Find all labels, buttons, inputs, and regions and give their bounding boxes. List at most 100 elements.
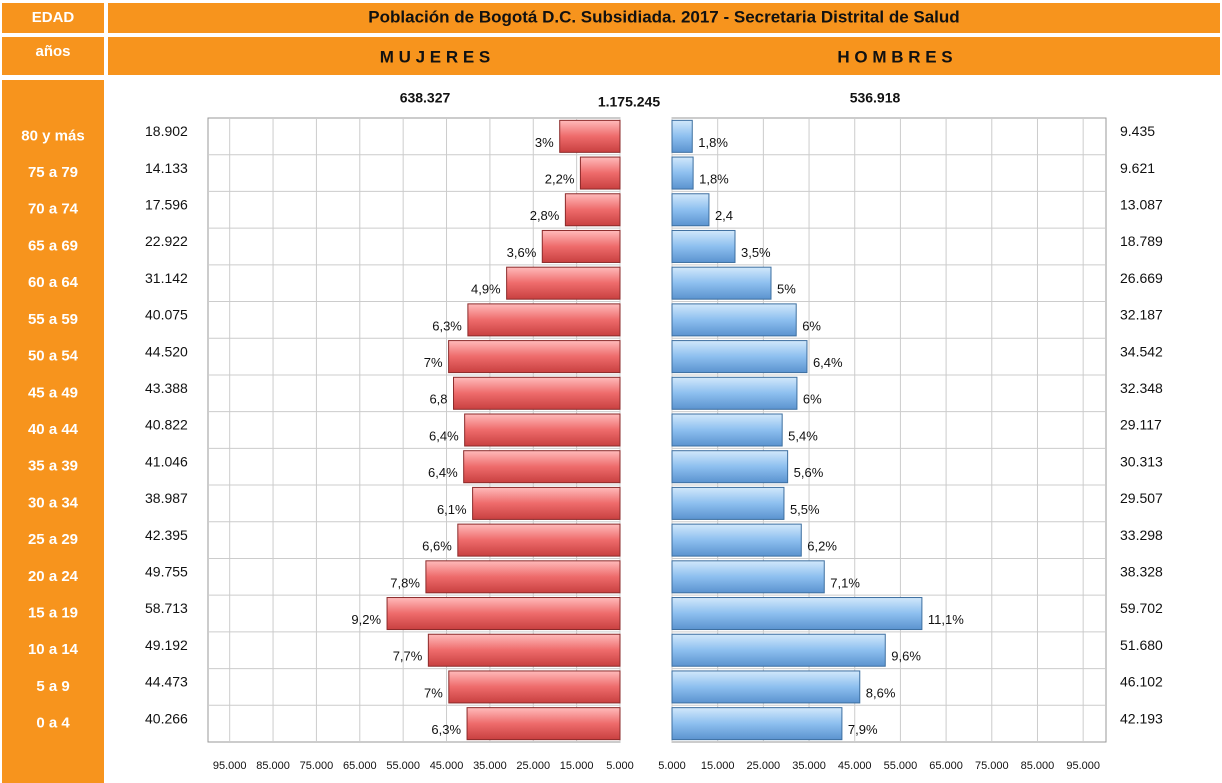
bar [671,450,789,484]
series-name: M U J E R E S [380,47,491,66]
age-label: 75 a 79 [28,164,78,181]
age-label: 55 a 59 [28,311,78,328]
series-name: H O M B R E S [837,47,952,66]
bar [671,486,785,520]
value-label: 18.902 [145,123,188,139]
bar [671,413,783,447]
x-tick-label: 45.000 [838,760,872,772]
grand-total: 1.175.245 [598,94,660,110]
bar [671,340,808,374]
value-label: 22.922 [145,233,188,249]
bar [448,670,621,704]
age-label: 5 a 9 [36,678,69,695]
value-label: 43.388 [145,380,188,396]
bar [464,413,621,447]
percent-label: 9,2% [351,612,381,627]
value-label: 29.117 [1120,417,1162,433]
bar [671,560,825,594]
bar [386,597,621,631]
bar [671,266,772,300]
percent-label: 7,7% [393,649,423,664]
percent-label: 3% [535,135,554,150]
title-bar [108,3,1220,33]
x-tick-label: 95.000 [213,760,247,772]
bar [671,707,843,741]
age-label: 15 a 19 [28,604,78,621]
percent-label: 6% [803,392,822,407]
value-label: 46.102 [1120,674,1163,690]
value-label: 58.713 [145,600,188,616]
x-tick-label: 35.000 [792,760,826,772]
age-column [2,80,104,783]
value-label: 40.075 [145,307,188,323]
value-label: 38.328 [1120,564,1163,580]
bar [453,376,621,410]
bar [671,670,861,704]
value-label: 51.680 [1120,637,1163,653]
age-label: 40 a 44 [28,421,79,438]
percent-label: 6,4% [428,465,458,480]
value-label: 40.266 [145,710,188,726]
x-tick-label: 15.000 [560,760,594,772]
age-label: 30 a 34 [28,494,79,511]
age-label: 80 y más [21,127,84,144]
x-tick-label: 5.000 [606,760,634,772]
percent-label: 3,6% [507,245,537,260]
bar [466,707,621,741]
bar [427,633,621,667]
value-label: 44.520 [145,343,188,359]
percent-label: 5,6% [794,465,824,480]
value-label: 33.298 [1120,527,1163,543]
bar [472,486,621,520]
value-label: 31.142 [145,270,188,286]
x-tick-label: 85.000 [256,760,290,772]
percent-label: 5,4% [788,428,818,443]
percent-label: 2,2% [545,171,575,186]
x-tick-label: 65.000 [343,760,377,772]
x-tick-label: 45.000 [430,760,464,772]
x-tick-label: 35.000 [473,760,507,772]
value-label: 17.596 [145,196,188,212]
value-label: 42.193 [1120,710,1163,726]
percent-label: 9,6% [891,649,921,664]
percent-label: 11,1% [928,612,964,627]
age-label: 10 a 14 [28,641,79,658]
series-bar [108,37,1220,75]
bar [564,193,621,227]
x-tick-label: 55.000 [386,760,420,772]
value-label: 30.313 [1120,453,1163,469]
bar [463,450,621,484]
age-label: 35 a 39 [28,458,78,475]
percent-label: 2,4 [715,208,733,223]
value-label: 44.473 [145,674,188,690]
age-label: 50 a 54 [28,348,79,365]
x-tick-label: 5.000 [658,760,686,772]
percent-label: 1,8% [699,171,729,186]
value-label: 49.192 [145,637,188,653]
bar [579,156,621,190]
bar [506,266,621,300]
percent-label: 8,6% [866,685,896,700]
age-label: 25 a 29 [28,531,78,548]
bar [671,303,797,337]
value-label: 49.755 [145,564,188,580]
bar [671,156,694,190]
bar [671,597,923,631]
value-label: 34.542 [1120,343,1163,359]
bar [671,376,798,410]
age-label: 60 a 64 [28,274,79,291]
percent-label: 6,3% [432,318,462,333]
x-tick-label: 75.000 [975,760,1009,772]
value-label: 41.046 [145,453,188,469]
percent-label: 6,1% [437,502,467,517]
series-total: 536.918 [850,90,901,106]
bar [457,523,621,557]
x-tick-label: 25.000 [516,760,550,772]
value-label: 42.395 [145,527,188,543]
value-label: 9.621 [1120,160,1155,176]
header-cell [2,3,104,33]
x-tick-label: 25.000 [747,760,781,772]
age-label: 70 a 74 [28,201,79,218]
header-cell [2,37,104,75]
